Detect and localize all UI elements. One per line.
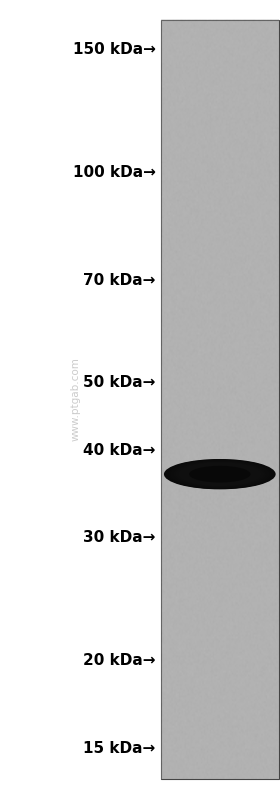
Text: 70 kDa→: 70 kDa→: [83, 273, 155, 288]
Text: 15 kDa→: 15 kDa→: [83, 741, 155, 756]
Ellipse shape: [180, 463, 260, 486]
Ellipse shape: [175, 462, 264, 487]
Ellipse shape: [164, 459, 276, 489]
Text: 30 kDa→: 30 kDa→: [83, 531, 155, 546]
Ellipse shape: [169, 460, 271, 488]
Ellipse shape: [182, 463, 258, 485]
Ellipse shape: [186, 464, 253, 484]
Text: 40 kDa→: 40 kDa→: [83, 443, 155, 458]
Text: 20 kDa→: 20 kDa→: [83, 654, 155, 669]
Ellipse shape: [174, 461, 266, 487]
Text: www.ptgab.com: www.ptgab.com: [71, 358, 81, 441]
Ellipse shape: [189, 466, 251, 483]
Ellipse shape: [165, 459, 274, 489]
Ellipse shape: [167, 459, 272, 489]
Ellipse shape: [171, 460, 269, 488]
Text: 150 kDa→: 150 kDa→: [73, 42, 155, 57]
Bar: [161, 20, 279, 779]
Ellipse shape: [183, 463, 256, 485]
Ellipse shape: [185, 463, 255, 485]
Ellipse shape: [190, 465, 250, 483]
Text: 50 kDa→: 50 kDa→: [83, 376, 155, 390]
Ellipse shape: [188, 464, 251, 484]
Ellipse shape: [178, 462, 261, 486]
Ellipse shape: [172, 461, 268, 487]
Text: 100 kDa→: 100 kDa→: [73, 165, 155, 180]
Ellipse shape: [177, 462, 263, 487]
